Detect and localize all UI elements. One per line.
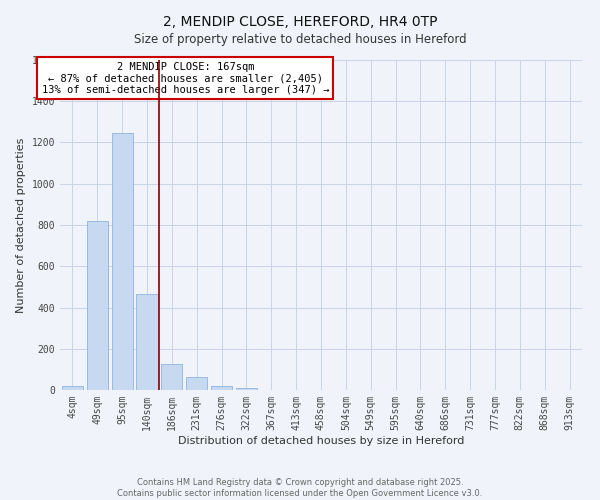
X-axis label: Distribution of detached houses by size in Hereford: Distribution of detached houses by size …	[178, 436, 464, 446]
Bar	[161, 364, 182, 390]
Bar	[211, 386, 232, 390]
Text: Contains HM Land Registry data © Crown copyright and database right 2025.
Contai: Contains HM Land Registry data © Crown c…	[118, 478, 482, 498]
Bar	[136, 294, 158, 390]
Y-axis label: Number of detached properties: Number of detached properties	[16, 138, 26, 312]
Text: 2, MENDIP CLOSE, HEREFORD, HR4 0TP: 2, MENDIP CLOSE, HEREFORD, HR4 0TP	[163, 15, 437, 29]
Bar	[236, 388, 257, 390]
Text: Size of property relative to detached houses in Hereford: Size of property relative to detached ho…	[134, 32, 466, 46]
Bar	[62, 386, 83, 390]
Bar	[112, 133, 133, 390]
Bar	[87, 221, 108, 390]
Bar	[186, 376, 207, 390]
Text: 2 MENDIP CLOSE: 167sqm
← 87% of detached houses are smaller (2,405)
13% of semi-: 2 MENDIP CLOSE: 167sqm ← 87% of detached…	[41, 62, 329, 95]
